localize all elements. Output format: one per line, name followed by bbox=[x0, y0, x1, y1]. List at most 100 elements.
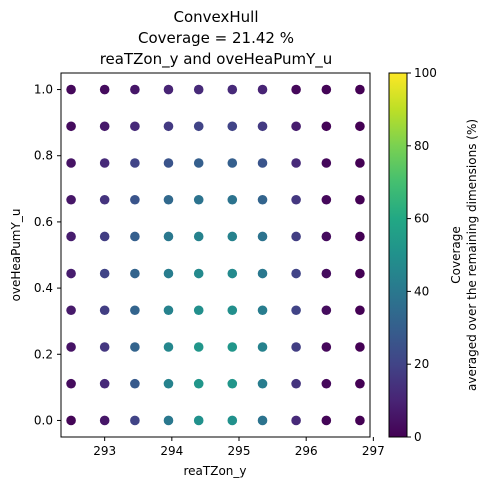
data-point bbox=[66, 84, 76, 95]
data-point bbox=[130, 268, 140, 279]
scatter-points bbox=[66, 84, 365, 426]
plot-area: 293 294 295 296 297 0.0 0.2 0.4 0.6 0.8 1.0 bbox=[34, 72, 385, 458]
chart-title-line-2: Coverage = 21.42 % bbox=[138, 29, 294, 47]
data-point bbox=[99, 268, 110, 279]
data-point bbox=[291, 231, 301, 242]
data-point bbox=[193, 158, 204, 168]
data-point bbox=[163, 121, 174, 132]
data-point bbox=[99, 378, 110, 389]
data-point bbox=[321, 158, 332, 168]
data-point bbox=[355, 268, 365, 279]
data-point bbox=[321, 84, 332, 95]
colorbar-tick-label: 100 bbox=[414, 66, 437, 80]
colorbar-tick-label: 40 bbox=[414, 284, 429, 298]
colorbar-gradient bbox=[388, 72, 408, 438]
data-point bbox=[163, 268, 174, 279]
colorbar-label-line-1: Coverage bbox=[449, 226, 463, 284]
data-point bbox=[66, 158, 76, 168]
x-axis-label: reaTZon_y bbox=[183, 464, 246, 478]
data-point bbox=[321, 342, 332, 352]
data-point bbox=[355, 305, 365, 316]
data-point bbox=[291, 121, 301, 132]
data-point bbox=[163, 305, 174, 316]
data-point bbox=[227, 194, 238, 205]
chart-title-line-1: ConvexHull bbox=[174, 8, 259, 26]
data-point bbox=[321, 415, 332, 426]
x-tick-label: 294 bbox=[160, 444, 183, 458]
data-point bbox=[291, 305, 301, 316]
data-point bbox=[355, 231, 365, 242]
data-point bbox=[227, 231, 238, 242]
y-tick-label: 0.4 bbox=[34, 281, 53, 295]
data-point bbox=[257, 305, 268, 316]
data-point bbox=[66, 268, 76, 279]
data-point bbox=[130, 305, 140, 316]
colorbar-tick-label: 0 bbox=[414, 430, 422, 444]
data-point bbox=[321, 121, 332, 132]
data-point bbox=[193, 84, 204, 95]
x-tick-label: 293 bbox=[93, 444, 116, 458]
data-point bbox=[193, 415, 204, 426]
data-point bbox=[66, 342, 76, 352]
data-point bbox=[321, 231, 332, 242]
data-point bbox=[163, 415, 174, 426]
data-point bbox=[227, 84, 238, 95]
colorbar-tick-label: 20 bbox=[414, 357, 429, 371]
data-point bbox=[257, 231, 268, 242]
data-point bbox=[99, 342, 110, 352]
colorbar-tick-label: 60 bbox=[414, 212, 429, 226]
data-point bbox=[66, 305, 76, 316]
data-point bbox=[227, 158, 238, 168]
data-point bbox=[193, 231, 204, 242]
data-point bbox=[355, 415, 365, 426]
y-tick-label: 0.0 bbox=[34, 413, 53, 427]
data-point bbox=[130, 415, 140, 426]
data-point bbox=[99, 121, 110, 132]
data-point bbox=[193, 378, 204, 389]
data-point bbox=[257, 84, 268, 95]
data-point bbox=[193, 121, 204, 132]
data-point bbox=[257, 415, 268, 426]
data-point bbox=[66, 121, 76, 132]
data-point bbox=[163, 194, 174, 205]
data-point bbox=[321, 305, 332, 316]
data-point bbox=[355, 121, 365, 132]
data-point bbox=[227, 415, 238, 426]
data-point bbox=[130, 158, 140, 168]
data-point bbox=[257, 158, 268, 168]
data-point bbox=[227, 268, 238, 279]
data-point bbox=[66, 378, 76, 389]
data-point bbox=[227, 378, 238, 389]
data-point bbox=[291, 158, 301, 168]
y-tick-label: 0.8 bbox=[34, 149, 53, 163]
colorbar: 0 20 40 60 80 100 Coverage averaged over the … bbox=[388, 66, 479, 444]
data-point bbox=[193, 194, 204, 205]
data-point bbox=[355, 378, 365, 389]
data-point bbox=[321, 268, 332, 279]
colorbar-tick-label: 80 bbox=[414, 139, 429, 153]
data-point bbox=[355, 342, 365, 352]
data-point bbox=[130, 231, 140, 242]
data-point bbox=[163, 158, 174, 168]
data-point bbox=[66, 194, 76, 205]
data-point bbox=[291, 84, 301, 95]
data-point bbox=[257, 194, 268, 205]
data-point bbox=[130, 194, 140, 205]
data-point bbox=[355, 194, 365, 205]
data-point bbox=[163, 378, 174, 389]
data-point bbox=[257, 268, 268, 279]
data-point bbox=[163, 342, 174, 352]
data-point bbox=[291, 194, 301, 205]
data-point bbox=[193, 305, 204, 316]
data-point bbox=[291, 378, 301, 389]
data-point bbox=[163, 231, 174, 242]
data-point bbox=[66, 415, 76, 426]
colorbar-label-line-2: averaged over the remaining dimensions (… bbox=[465, 119, 479, 391]
data-point bbox=[227, 305, 238, 316]
y-axis-ticks: 0.0 0.2 0.4 0.6 0.8 1.0 bbox=[34, 83, 61, 427]
data-point bbox=[291, 268, 301, 279]
data-point bbox=[227, 121, 238, 132]
data-point bbox=[163, 84, 174, 95]
data-point bbox=[193, 268, 204, 279]
